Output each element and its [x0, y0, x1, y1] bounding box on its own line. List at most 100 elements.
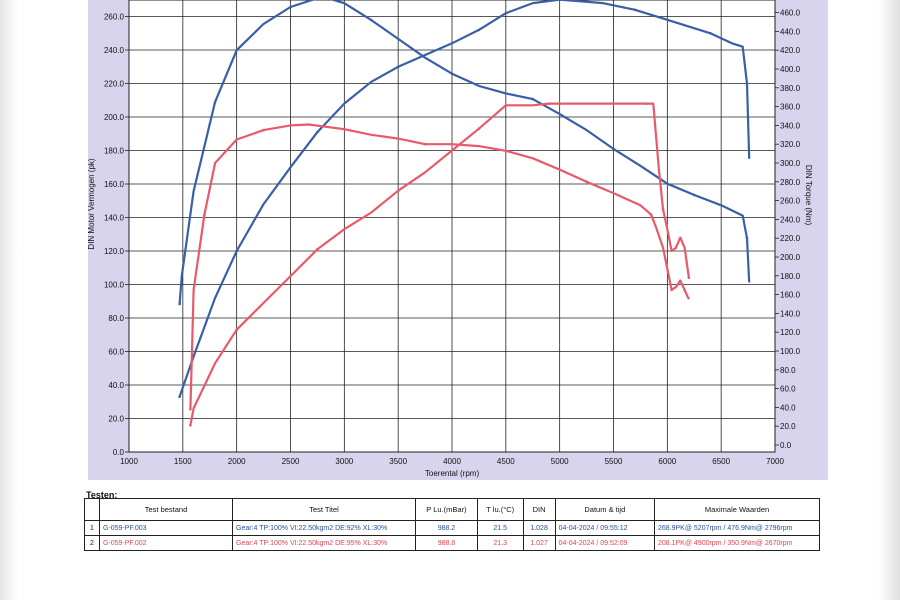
- photo-edge-right: [878, 0, 900, 600]
- y-left-tick-label: 0.0: [113, 448, 125, 457]
- x-tick-label: 2000: [228, 457, 246, 466]
- y-left-tick-label: 120.0: [104, 247, 125, 256]
- y-left-tick-label: 240.0: [104, 46, 125, 55]
- series-point: [289, 5, 292, 9]
- series-point: [477, 28, 481, 32]
- y-right-tick-label: 100.0: [780, 347, 801, 356]
- x-tick-label: 6000: [658, 457, 676, 466]
- row-title: Gear:4 TP:100% VI:22.50kgm2 DE:95% XL:30…: [232, 535, 416, 551]
- results-heading: Testen:: [86, 490, 118, 500]
- series-point: [612, 147, 615, 151]
- series-point: [547, 102, 551, 105]
- y-right-tick-label: 440.0: [780, 27, 801, 36]
- series-point: [189, 408, 192, 411]
- series-point: [262, 128, 265, 132]
- series-point: [423, 142, 427, 146]
- series-point: [693, 193, 696, 197]
- y-left-tick-label: 100.0: [104, 281, 125, 290]
- series-point: [670, 288, 673, 292]
- series-point: [477, 127, 481, 130]
- y-right-tick-label: 120.0: [780, 328, 801, 337]
- row-pressure: 988.2: [415, 520, 478, 536]
- y-right-tick-label: 340.0: [780, 121, 801, 130]
- table-header-row: Test bestand Test Titel P Lu.(mBar) T lu…: [84, 498, 820, 521]
- x-tick-label: 1500: [174, 457, 192, 466]
- series-point: [396, 65, 400, 69]
- y-axis-right-label: DIN Torque (Nm): [804, 165, 813, 226]
- col-header-din: DIN: [522, 498, 556, 521]
- table-row[interactable]: 1 G-059-PF.003 Gear:4 TP:100% VI:22.50kg…: [84, 520, 820, 536]
- series-point: [189, 423, 192, 427]
- col-header-datetime: Datum & tijd: [554, 498, 656, 521]
- data-lines: [178, 0, 751, 427]
- series-point: [633, 8, 637, 12]
- x-tick-label: 4500: [497, 457, 515, 466]
- row-file: G-059-PF.003: [99, 520, 233, 536]
- y-right-tick-label: 180.0: [780, 272, 801, 281]
- series-point: [235, 249, 238, 253]
- x-tick-label: 2500: [282, 457, 300, 466]
- y-right-tick-label: 460.0: [780, 9, 801, 18]
- y-right-tick-label: 280.0: [780, 178, 801, 187]
- x-tick-label: 3500: [389, 457, 407, 466]
- series-line-1: [178, 0, 751, 305]
- series-point: [178, 395, 181, 399]
- series-point: [531, 97, 535, 101]
- y-left-tick-label: 200.0: [104, 113, 125, 122]
- row-datetime: 04-04-2024 / 09:55:12: [554, 520, 656, 536]
- series-point: [709, 32, 712, 35]
- series-point: [644, 102, 648, 105]
- series-point: [450, 72, 454, 75]
- y-right-tick-label: 420.0: [780, 46, 801, 55]
- y-right-tick-label: 160.0: [780, 291, 801, 300]
- series-point: [370, 18, 373, 22]
- y-right-tick-label: 260.0: [780, 197, 801, 206]
- results-table: Test bestand Test Titel P Lu.(mBar) T lu…: [84, 498, 820, 551]
- row-din: 1.027: [522, 535, 556, 551]
- y-right-tick-label: 220.0: [780, 234, 801, 243]
- y-left-tick-label: 160.0: [104, 180, 125, 189]
- y-right-tick-label: 400.0: [780, 65, 801, 74]
- series-point: [316, 130, 319, 134]
- x-tick-label: 1000: [120, 457, 138, 466]
- y-left-tick-label: 80.0: [108, 314, 124, 323]
- series-line-0: [178, 0, 751, 398]
- y-right-tick-label: 320.0: [780, 140, 801, 149]
- series-point: [745, 236, 749, 240]
- col-header-pressure: P Lu.(mBar): [415, 498, 478, 521]
- series-point: [585, 180, 588, 184]
- row-datetime: 04-04-2024 / 09:52:09: [554, 535, 656, 551]
- x-tick-label: 5500: [605, 457, 623, 466]
- table-row[interactable]: 2 G-059-PF.002 Gear:4 TP:100% VI:22.50kg…: [84, 535, 820, 551]
- series-point: [396, 189, 400, 192]
- series-point: [674, 246, 678, 249]
- series-point: [683, 288, 686, 292]
- y-right-tick-label: 20.0: [780, 422, 796, 431]
- y-axis-left-label: DIN Motor Vermogen (pk): [87, 158, 96, 249]
- row-din: 1.028: [522, 520, 556, 536]
- series-point: [343, 127, 346, 131]
- row-index: 2: [84, 535, 100, 551]
- y-left-tick-label: 140.0: [104, 214, 125, 223]
- row-temp: 21.3: [476, 535, 524, 551]
- series-point: [213, 100, 217, 104]
- x-tick-label: 4000: [443, 457, 461, 466]
- row-index: 1: [84, 520, 100, 536]
- series-point: [203, 213, 206, 216]
- x-tick-label: 6500: [712, 457, 730, 466]
- series-line-2: [189, 102, 690, 426]
- y-right-tick-label: 80.0: [780, 366, 796, 375]
- y-left-tick-label: 260.0: [104, 13, 125, 22]
- row-max: 208.1PK@ 4900rpm / 350.9Nm@ 2670rpm: [654, 535, 820, 551]
- col-header-title: Test Titel: [232, 498, 416, 521]
- x-tick-label: 7000: [766, 457, 784, 466]
- row-pressure: 988.8: [415, 535, 478, 551]
- series-point: [235, 328, 238, 332]
- series-line-3: [189, 123, 690, 410]
- col-header-index: [84, 498, 100, 521]
- series-point: [504, 149, 508, 153]
- y-left-tick-label: 220.0: [104, 80, 125, 89]
- series-point: [316, 248, 319, 251]
- col-header-file: Test bestand: [99, 498, 233, 521]
- y-right-tick-label: 40.0: [780, 403, 796, 412]
